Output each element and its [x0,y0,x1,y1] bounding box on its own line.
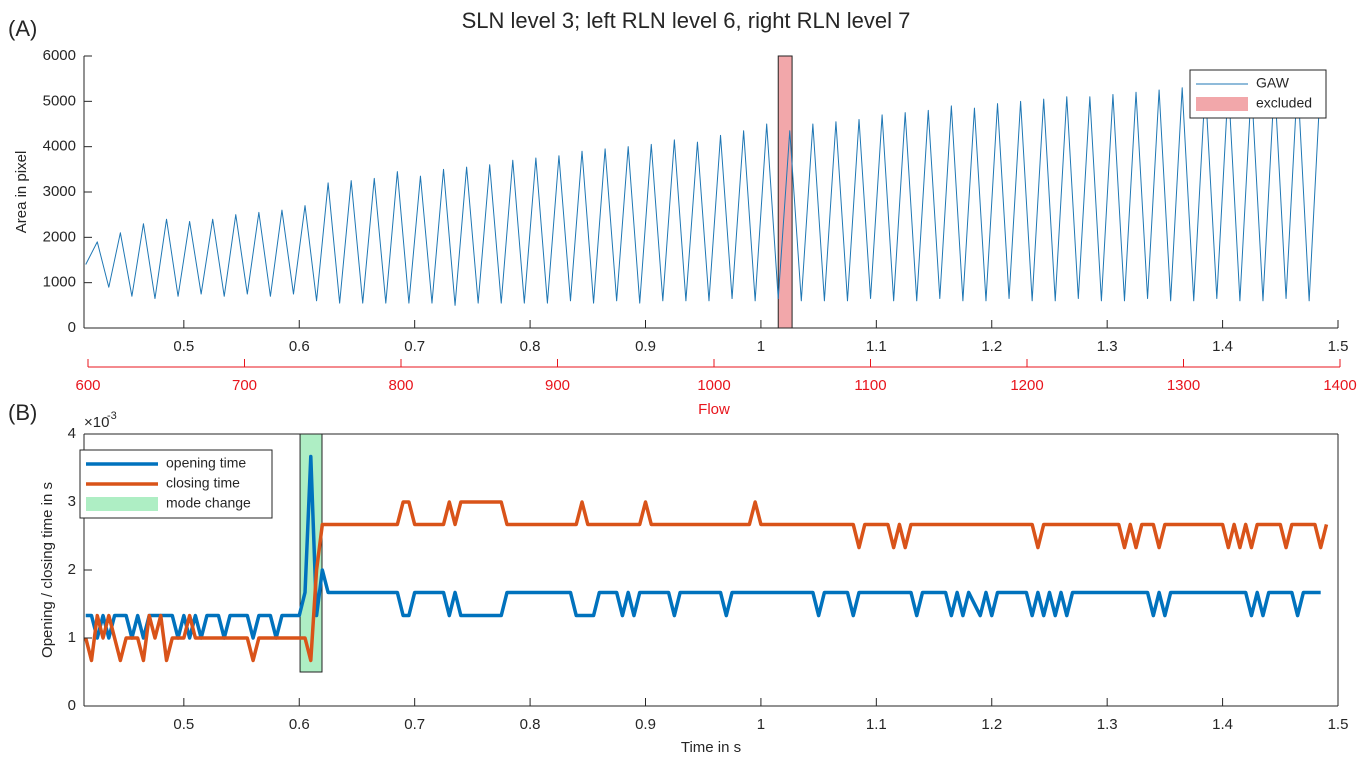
x-tick-label: 0.5 [173,338,194,355]
x-tick-label: 1.1 [866,716,887,733]
legend: GAW excluded [1189,69,1327,119]
x-tick-label: 0.8 [520,338,541,355]
x2-tick-label: 1100 [854,377,886,394]
x-tick-label: 1.4 [1212,338,1233,355]
y-tick-label: 3000 [43,183,76,200]
x-tick-label: 0.8 [520,716,541,733]
x-tick-label: 1.5 [1328,338,1349,355]
x2-tick-label: 800 [388,377,413,394]
x-axis-label: Time in s [681,739,741,756]
x-tick-label: 0.6 [289,338,310,355]
x-tick-label: 0.9 [635,338,656,355]
x-tick-label: 1 [757,716,765,733]
y-tick-label: 4000 [43,138,76,155]
x2-axis-label: Flow [698,401,730,418]
x2-tick-label: 1400 [1323,377,1356,394]
x-tick-label: 1.2 [981,338,1002,355]
y-tick-label: 5000 [43,92,76,109]
x-tick-label: 1.5 [1328,716,1349,733]
y-tick-label: 6000 [43,47,76,64]
legend: opening time closing time mode change [79,449,273,519]
y-tick-label: 2 [68,561,76,578]
y-tick-label: 0 [68,697,76,714]
y-tick-label: 0 [68,319,76,336]
chart-title: SLN level 3; left RLN level 6, right RLN… [462,8,911,33]
x-tick-label: 1 [757,338,765,355]
panel-label: (A) [8,16,37,41]
x2-tick-label: 600 [75,377,100,394]
x-tick-label: 0.7 [404,716,425,733]
y-tick-label: 3 [68,493,76,510]
x2-tick-label: 1300 [1167,377,1200,394]
legend-label: GAW [1256,75,1290,91]
x-tick-label: 0.7 [404,338,425,355]
y-tick-label: 4 [68,425,76,442]
series-line [85,454,1321,640]
legend-label: mode change [166,495,251,511]
x2-tick-label: 900 [545,377,570,394]
x-tick-label: 0.6 [289,716,310,733]
x-tick-label: 1.1 [866,338,887,355]
x2-tick-label: 1200 [1010,377,1043,394]
y-tick-label: 2000 [43,228,76,245]
x2-tick-label: 700 [232,377,257,394]
y-scale-label: ×10 [84,414,109,431]
series-line [85,78,1322,306]
x2-tick-label: 1000 [697,377,730,394]
x-tick-label: 1.2 [981,716,1002,733]
y-axis-label: Area in pixel [13,151,30,234]
legend-swatch [1196,97,1248,111]
x-tick-label: 1.3 [1097,716,1118,733]
y-axis-label: Opening / closing time in s [39,482,56,658]
y-tick-label: 1 [68,629,76,646]
x-tick-label: 0.5 [173,716,194,733]
series-line [84,500,1329,663]
legend-label: opening time [166,455,246,471]
x-tick-label: 0.9 [635,716,656,733]
x-tick-label: 1.4 [1212,716,1233,733]
y-scale-exponent: -3 [107,410,117,422]
panel-label: (B) [8,400,37,425]
y-tick-label: 1000 [43,274,76,291]
legend-swatch [86,497,158,511]
legend-label: excluded [1256,95,1312,111]
x-tick-label: 1.3 [1097,338,1118,355]
legend-label: closing time [166,475,240,491]
